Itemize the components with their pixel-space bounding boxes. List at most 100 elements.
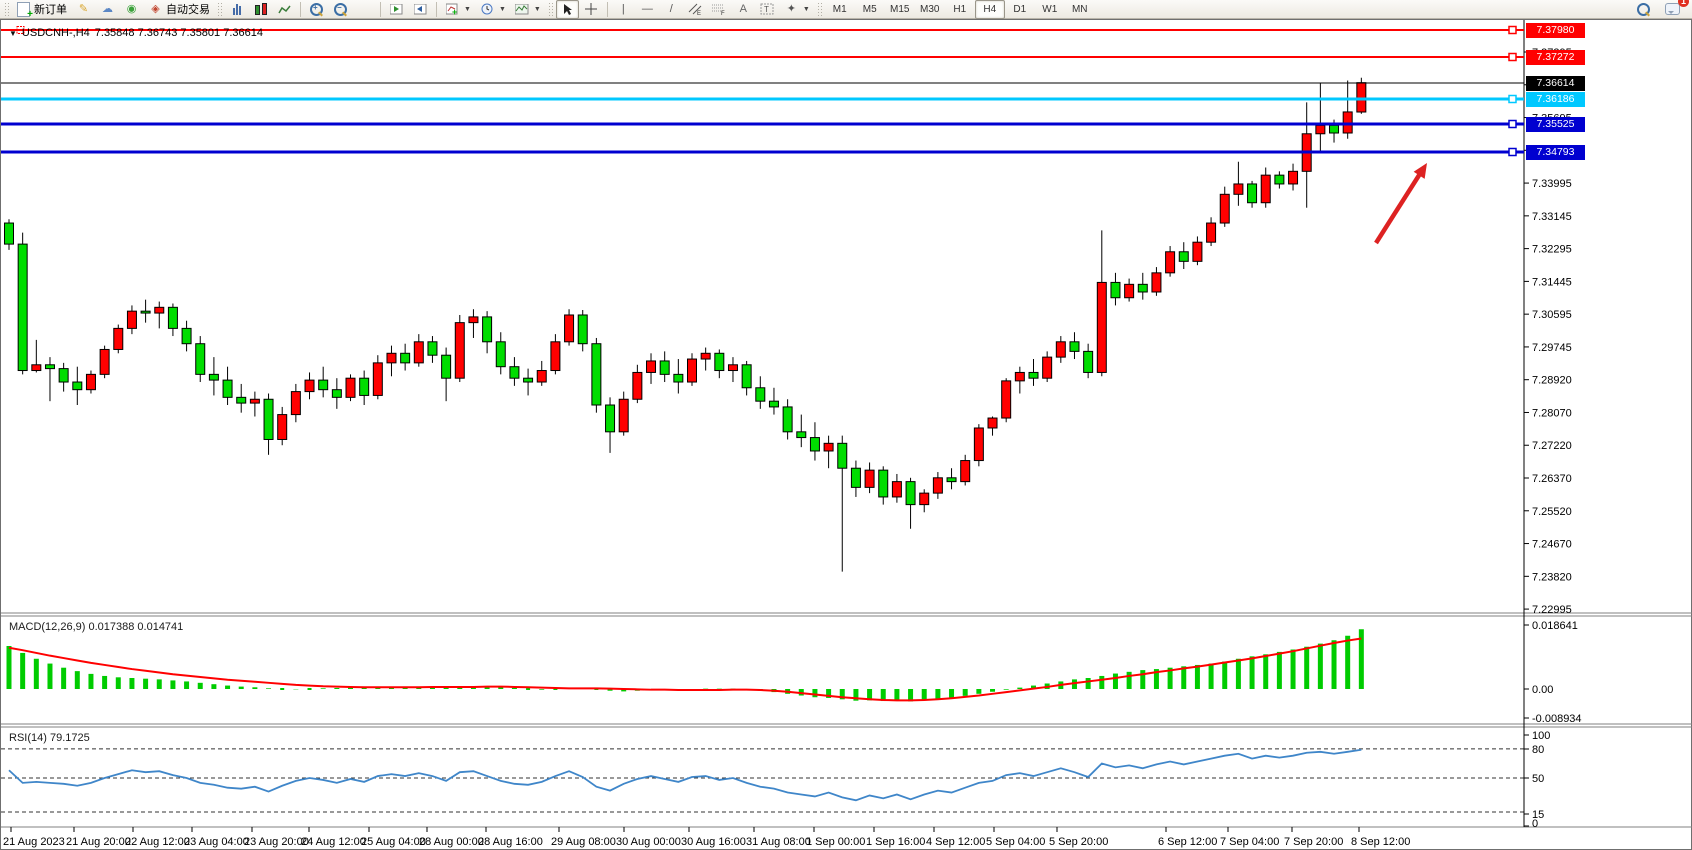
chart-canvas[interactable]: 7.373957.365457.356957.348457.339957.331…: [1, 20, 1692, 850]
text-label-icon: T: [760, 2, 775, 17]
line-anchor-handle[interactable]: [1508, 147, 1517, 157]
timeframe-button-h1[interactable]: H1: [953, 3, 967, 15]
bar-chart-button[interactable]: [225, 0, 248, 19]
price-lines-layer[interactable]: [1, 25, 1524, 157]
svg-text:50: 50: [1532, 773, 1544, 785]
publish-icon: ☁: [102, 2, 113, 15]
periods-button[interactable]: ▼: [476, 0, 510, 19]
candlestick-chart-icon: [253, 3, 268, 15]
toolbar-grip[interactable]: [547, 2, 553, 16]
indicators-button[interactable]: + ▼: [441, 0, 475, 19]
timeframe-button-d1[interactable]: D1: [1013, 3, 1027, 15]
chart-menu-caret-icon[interactable]: ▼: [9, 28, 17, 38]
rsi-line: [8, 748, 1362, 802]
auto-scroll-button[interactable]: [385, 0, 408, 19]
time-axis-label: 28 Aug 16:00: [478, 836, 543, 848]
line-anchor-handle[interactable]: [1508, 119, 1517, 129]
notifications-button[interactable]: 1: [1661, 0, 1689, 19]
indicators-icon: +: [445, 2, 460, 17]
line-anchor-handle[interactable]: [1508, 94, 1517, 104]
svg-text:7.29745: 7.29745: [1532, 342, 1572, 354]
price-line-badge[interactable]: 7.34793: [1526, 145, 1585, 160]
chart-window[interactable]: 7.373957.365457.356957.348457.339957.331…: [0, 19, 1692, 850]
cursor-tool-button[interactable]: [555, 0, 579, 19]
timeframe-button-mn[interactable]: MN: [1071, 3, 1088, 15]
svg-text:7.32295: 7.32295: [1532, 244, 1572, 256]
new-order-button[interactable]: + 新订单: [12, 0, 71, 19]
svg-text:0.018641: 0.018641: [1532, 620, 1578, 632]
time-axis-label: 31 Aug 08:00: [746, 836, 811, 848]
svg-text:15: 15: [1532, 809, 1544, 821]
zoom-out-icon: −: [333, 2, 348, 17]
text-tool-button[interactable]: A: [732, 0, 755, 19]
search-icon: [1636, 2, 1651, 17]
price-line-badge[interactable]: 7.36186: [1526, 92, 1585, 107]
arrows-icon: ✦: [786, 2, 796, 15]
timeframe-button-m15[interactable]: M15: [890, 3, 910, 15]
toolbar-grip[interactable]: [4, 2, 9, 16]
timeframe-button-h4[interactable]: H4: [974, 0, 1005, 19]
tile-windows-button[interactable]: [353, 0, 376, 19]
notification-badge: 1: [1677, 0, 1689, 7]
svg-text:7.31445: 7.31445: [1532, 276, 1572, 288]
line-anchor-handle[interactable]: [1508, 52, 1517, 62]
horizontal-line-icon: —: [641, 2, 653, 15]
main-toolbar: + 新订单 ✎ ☁ ◉ ◈ 自动交易 + − + ▼ ▼ ▼ | — / E F …: [0, 0, 1692, 19]
toolbar-grip[interactable]: [816, 2, 822, 16]
bar-chart-icon: [229, 3, 244, 15]
crosshair-tool-button[interactable]: [580, 0, 603, 19]
timeframe-button-m5[interactable]: M5: [862, 3, 877, 15]
price-line-badge[interactable]: 7.35525: [1526, 117, 1585, 132]
zoom-in-icon: +: [309, 2, 324, 17]
arrow-annotation[interactable]: [1374, 163, 1427, 245]
price-line-badge[interactable]: 7.37980: [1526, 23, 1585, 38]
signal-button[interactable]: ◉: [120, 0, 143, 19]
svg-text:0: 0: [1532, 818, 1538, 830]
svg-text:7.23820: 7.23820: [1532, 571, 1572, 583]
trendline-tool-button[interactable]: /: [660, 0, 683, 19]
line-selection-marker[interactable]: [16, 26, 25, 34]
macd-indicator-label: MACD(12,26,9) 0.017388 0.014741: [9, 621, 184, 633]
timeframe-button-m30[interactable]: M30: [920, 3, 940, 15]
templates-button[interactable]: ▼: [511, 0, 545, 19]
auto-trading-button[interactable]: ◈ 自动交易: [144, 0, 214, 19]
svg-text:7.24670: 7.24670: [1532, 539, 1572, 551]
time-axis-label: 22 Aug 12:00: [125, 836, 190, 848]
text-icon: A: [739, 2, 747, 15]
fibonacci-tool-button[interactable]: F: [708, 0, 731, 19]
text-label-tool-button[interactable]: T: [756, 0, 779, 19]
publish-button[interactable]: ☁: [96, 0, 119, 19]
zoom-in-button[interactable]: +: [305, 0, 328, 19]
zoom-out-button[interactable]: −: [329, 0, 352, 19]
candlestick-chart-button[interactable]: [249, 0, 272, 19]
timeframe-button-w1[interactable]: W1: [1042, 3, 1058, 15]
time-axis-label: 29 Aug 08:00: [551, 836, 616, 848]
timeframe-toolbar: M1 M5 M15 M30 H1 H4 D1 W1 MN: [825, 0, 1095, 19]
price-line-badge[interactable]: 7.37272: [1526, 50, 1585, 65]
cursor-icon: [560, 2, 575, 17]
highlighter-icon: ✎: [78, 2, 89, 15]
arrows-tool-button[interactable]: ✦ ▼: [780, 0, 814, 19]
horizontal-line-tool-button[interactable]: —: [636, 0, 659, 19]
timeframe-button-m1[interactable]: M1: [832, 3, 847, 15]
vertical-line-tool-button[interactable]: |: [612, 0, 635, 19]
toolbar-grip[interactable]: [217, 2, 222, 16]
line-anchor-handle[interactable]: [1508, 25, 1517, 35]
current-price-badge[interactable]: 7.36614: [1526, 76, 1585, 91]
line-chart-button[interactable]: [273, 0, 296, 19]
tile-windows-icon: [357, 2, 372, 17]
time-axis-label: 7 Sep 20:00: [1284, 836, 1343, 848]
time-axis-label: 21 Aug 2023: [3, 836, 65, 848]
svg-text:7.26370: 7.26370: [1532, 473, 1572, 485]
svg-text:E: E: [697, 11, 701, 15]
line-chart-icon: [277, 2, 292, 17]
chart-shift-button[interactable]: [409, 0, 432, 19]
svg-text:+: +: [452, 7, 457, 15]
svg-text:80: 80: [1532, 744, 1544, 756]
time-axis-label: 6 Sep 12:00: [1158, 836, 1217, 848]
equidistant-channel-tool-button[interactable]: E: [684, 0, 707, 19]
search-button[interactable]: [1632, 0, 1655, 19]
highlighter-button[interactable]: ✎: [72, 0, 95, 19]
